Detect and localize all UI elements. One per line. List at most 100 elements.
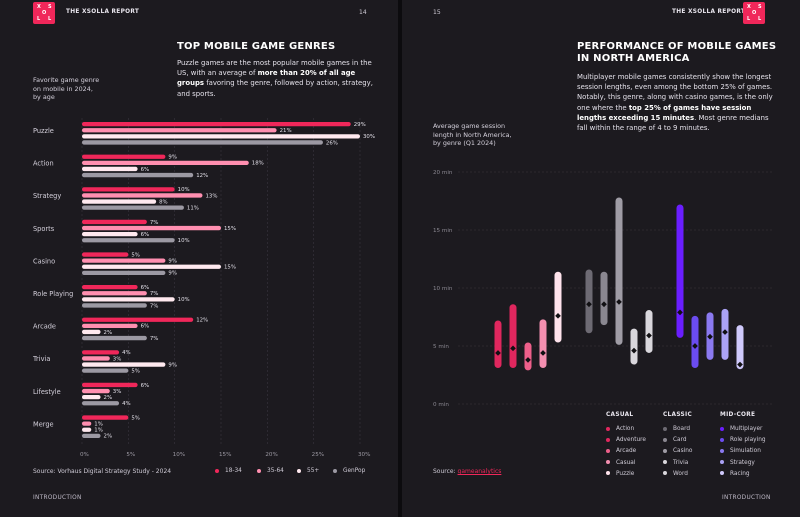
range-bar-racing — [736, 325, 744, 370]
median-marker — [555, 313, 561, 319]
footer-section: INTRODUCTION — [33, 495, 82, 501]
legend-label: Strategy — [730, 459, 755, 466]
data-label: 9% — [168, 362, 177, 368]
page-number: 15 — [433, 9, 441, 16]
range-bar-arcade — [524, 342, 532, 371]
legend-label: Casual — [616, 459, 636, 466]
bar-18-34 — [82, 350, 120, 355]
chart-caption: Average game session length in North Ame… — [433, 122, 512, 148]
bar-35-64 — [82, 356, 110, 361]
legend-item: Adventure — [606, 437, 646, 443]
legend-label: 18-34 — [225, 468, 242, 474]
legend-swatch — [606, 437, 610, 442]
median-marker — [601, 301, 607, 308]
legend-label: Board — [673, 426, 691, 432]
data-label: 4% — [122, 350, 131, 356]
range-bar-board — [585, 269, 593, 334]
legend-label: Action — [616, 426, 635, 432]
data-label: 11% — [187, 206, 199, 212]
bar-55- — [82, 362, 166, 367]
chart-caption: Favorite game genre on mobile in 2024, b… — [33, 76, 100, 102]
bar-18-34 — [82, 154, 166, 159]
range-bar-action — [494, 320, 502, 369]
data-label: 26% — [326, 140, 338, 146]
bar-genpop — [82, 172, 194, 178]
x-tick-label: 30% — [358, 452, 370, 458]
median-marker — [722, 329, 728, 335]
legend-item: 35-64 — [257, 468, 284, 474]
bar-55- — [82, 199, 157, 204]
bar-18-34 — [82, 382, 138, 388]
median-marker — [540, 350, 546, 356]
data-label: 2% — [104, 434, 113, 440]
category-label: Casino — [33, 257, 55, 265]
legend-swatch — [663, 426, 667, 431]
page-gutter — [398, 0, 402, 517]
data-label: 10% — [178, 297, 190, 303]
legend-swatch — [663, 460, 667, 465]
bar-genpop — [82, 303, 147, 308]
data-label: 1% — [94, 428, 103, 434]
data-label: 9% — [168, 271, 177, 277]
legend-swatch — [333, 468, 337, 473]
legend-swatch — [720, 471, 724, 476]
bar-35-64 — [82, 193, 203, 198]
report-name: THE XSOLLA REPORT — [66, 9, 140, 15]
legend-label: Multiplayer — [730, 426, 763, 432]
median-marker — [707, 333, 713, 340]
bar-35-64 — [82, 225, 221, 231]
data-label: 9% — [168, 259, 177, 265]
y-tick-label: 20 min — [433, 170, 453, 176]
legend-item: 55+ — [297, 468, 319, 474]
bar-18-34 — [82, 122, 351, 127]
legend-swatch — [663, 448, 667, 453]
legend-label: Adventure — [616, 437, 646, 444]
bar-18-34 — [82, 317, 194, 322]
bar-genpop — [82, 368, 129, 373]
legend-swatch — [720, 426, 724, 431]
legend-item: GenPop — [333, 468, 365, 474]
bar-55- — [82, 232, 138, 237]
report-name: THE XSOLLA REPORT — [672, 9, 746, 15]
footer-section: INTRODUCTION — [722, 495, 771, 501]
bar-genpop — [82, 335, 147, 341]
legend-item: Multiplayer — [720, 426, 762, 432]
data-label: 6% — [141, 167, 150, 173]
bar-genpop — [82, 433, 101, 438]
source-note: Source: Vorhaus Digital Strategy Study -… — [33, 468, 172, 475]
x-tick-label: 25% — [312, 452, 324, 458]
data-label: 1% — [94, 422, 103, 428]
bar-55- — [82, 297, 175, 302]
legend-label: Role playing — [730, 437, 766, 444]
data-label: 7% — [150, 303, 159, 309]
bar-35-64 — [82, 160, 249, 165]
bar-35-64 — [82, 421, 92, 426]
data-label: 15% — [224, 226, 236, 232]
x-tick-label: 5% — [126, 452, 135, 458]
legend-item: Role playing — [720, 437, 766, 443]
data-label: 7% — [150, 291, 159, 297]
bar-genpop — [82, 140, 323, 145]
data-label: 12% — [196, 173, 208, 179]
legend-label: GenPop — [343, 468, 366, 474]
legend-swatch — [215, 468, 219, 473]
page-title: PERFORMANCE OF MOBILE GAMES IN NORTH AME… — [577, 41, 777, 64]
left-page: X S O L L A THE XSOLLA REPORT 14 TOP MOB… — [0, 0, 398, 517]
median-marker — [586, 301, 592, 308]
legend-label: Arcade — [616, 448, 637, 455]
legend-item: Casual — [606, 460, 635, 466]
median-marker — [525, 357, 531, 363]
legend-label: 55+ — [307, 468, 320, 474]
bar-18-34 — [82, 187, 175, 192]
legend-item: Casino — [663, 448, 692, 454]
intro-paragraph: Puzzle games are the most popular mobile… — [177, 59, 373, 98]
range-bar-card — [600, 271, 608, 326]
source-link[interactable]: gameanalytics — [457, 468, 502, 475]
data-label: 5% — [131, 252, 140, 258]
legend-label: Card — [673, 437, 687, 444]
data-label: 6% — [141, 285, 150, 291]
range-bar-puzzle — [554, 271, 562, 343]
legend-label: 35-64 — [267, 468, 284, 474]
bar-35-64 — [82, 388, 110, 394]
data-label: 5% — [131, 369, 140, 375]
